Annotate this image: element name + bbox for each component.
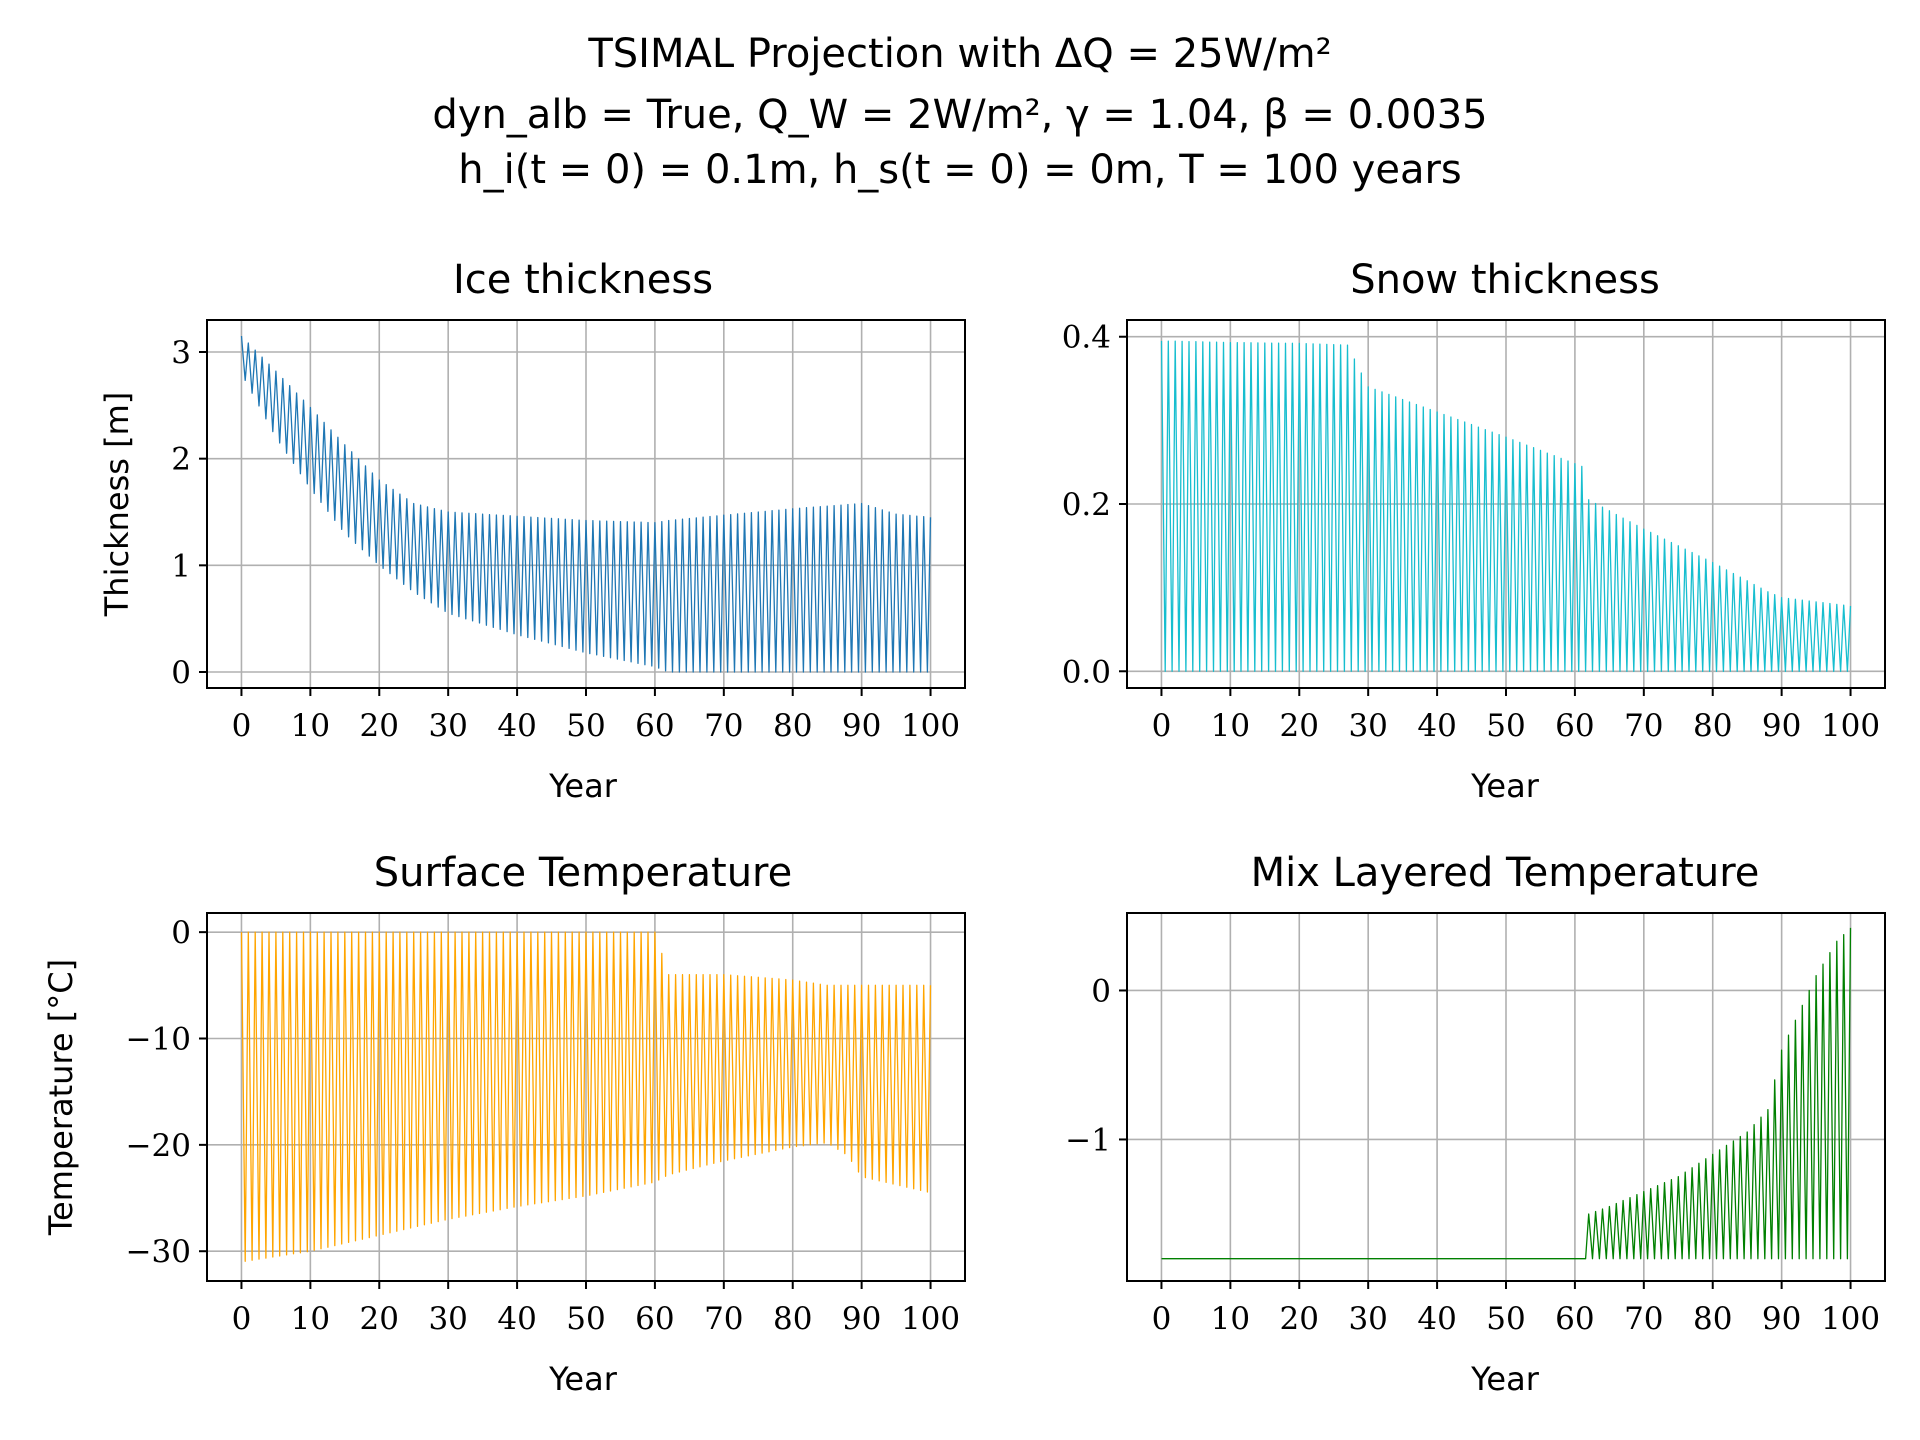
x-tick-label: 90 [1762, 1301, 1801, 1337]
x-tick-label: 10 [291, 708, 330, 744]
panel-title: Snow thickness [1350, 257, 1660, 303]
x-tick-label: 40 [497, 708, 536, 744]
x-tick-label: 70 [704, 1301, 743, 1337]
y-tick-label: −10 [126, 1022, 191, 1058]
x-tick-label: 30 [428, 708, 467, 744]
tick-labels: 0 10 20 30 40 50 60 70 80 90 100 0.0 0.2 0.4 [1062, 320, 1880, 744]
y-axis-label: Temperature [°C] [42, 959, 80, 1236]
x-tick-label: 20 [1280, 708, 1319, 744]
x-tick-label: 50 [1486, 708, 1525, 744]
x-tick-label: 70 [704, 708, 743, 744]
y-tick-label: 1 [171, 548, 191, 584]
x-tick-label: 50 [566, 708, 605, 744]
x-tick-label: 20 [360, 708, 399, 744]
y-tick-label: −30 [126, 1234, 191, 1270]
y-axis-label: Thickness [m] [98, 392, 136, 617]
figure-title-line-3: h_i(t = 0) = 0.1m, h_s(t = 0) = 0m, T = … [458, 147, 1462, 193]
panel-mix-layered-temperature: Mix Layered Temperature 0 10 20 30 40 50 60 70 8… [1065, 850, 1886, 1398]
panel-snow-thickness: Snow thickness 0 10 20 30 40 50 60 70 80 90 100 0.0… [1062, 257, 1886, 805]
y-tick-label: 0 [171, 655, 191, 691]
y-tick-label: 3 [171, 335, 191, 371]
x-tick-label: 90 [842, 1301, 881, 1337]
x-tick-label: 80 [1693, 1301, 1732, 1337]
panel-title: Ice thickness [453, 257, 713, 303]
x-tick-label: 40 [1417, 708, 1456, 744]
panel-title: Mix Layered Temperature [1251, 850, 1760, 896]
figure-title-line-1: TSIMAL Projection with ΔQ = 25W/m² [587, 31, 1331, 77]
x-tick-label: 0 [1152, 1301, 1172, 1337]
x-tick-label: 60 [1555, 1301, 1594, 1337]
x-tick-label: 100 [901, 708, 960, 744]
x-tick-label: 90 [1762, 708, 1801, 744]
x-tick-label: 0 [232, 708, 252, 744]
y-tick-label: 0.2 [1062, 487, 1111, 523]
x-tick-label: 50 [566, 1301, 605, 1337]
y-tick-label: 0.4 [1062, 320, 1111, 356]
y-tick-label: 0.0 [1062, 654, 1111, 690]
x-tick-label: 0 [1152, 708, 1172, 744]
snow-thickness-series-line [1160, 340, 1852, 672]
x-tick-label: 100 [1821, 1301, 1880, 1337]
panel-ice-thickness: Ice thickness 0 10 20 30 40 50 60 70 80 90 100 0 1 2 3… [98, 257, 966, 805]
x-tick-label: 10 [291, 1301, 330, 1337]
mix-layered-temperature-series-line [1161, 927, 1852, 1260]
x-tick-label: 10 [1211, 1301, 1250, 1337]
x-axis-label: Year [548, 1360, 618, 1398]
panel-title: Surface Temperature [374, 850, 792, 896]
x-tick-label: 20 [1280, 1301, 1319, 1337]
x-axis-label: Year [1470, 767, 1540, 805]
x-tick-label: 90 [842, 708, 881, 744]
surface-temperature-series-line [240, 931, 932, 1262]
x-tick-label: 60 [1555, 708, 1594, 744]
x-tick-label: 40 [1417, 1301, 1456, 1337]
x-tick-label: 70 [1624, 708, 1663, 744]
x-tick-label: 30 [428, 1301, 467, 1337]
y-tick-label: 0 [171, 915, 191, 951]
x-tick-label: 80 [773, 708, 812, 744]
grid-lines [1127, 913, 1885, 1281]
x-tick-label: 0 [232, 1301, 252, 1337]
y-tick-label: 2 [171, 442, 191, 478]
x-tick-label: 30 [1348, 708, 1387, 744]
ice-thickness-series-line [240, 335, 932, 673]
tick-labels: 0 10 20 30 40 50 60 70 80 90 100 −30 −20 −10 0 [126, 915, 961, 1337]
grid-lines [207, 320, 965, 688]
panel-surface-temperature: Surface Temperature 0 10 20 30 40 50 60 70 80 90 1… [42, 850, 966, 1398]
x-tick-label: 30 [1348, 1301, 1387, 1337]
y-tick-label: 0 [1091, 973, 1111, 1009]
x-tick-label: 10 [1211, 708, 1250, 744]
x-tick-label: 20 [360, 1301, 399, 1337]
x-tick-label: 60 [635, 708, 674, 744]
x-tick-label: 40 [497, 1301, 536, 1337]
tick-labels: 0 10 20 30 40 50 60 70 80 90 100 0 1 2 3 [171, 335, 960, 744]
x-tick-label: 80 [1693, 708, 1732, 744]
x-tick-label: 70 [1624, 1301, 1663, 1337]
x-tick-label: 100 [901, 1301, 960, 1337]
y-tick-label: −1 [1065, 1122, 1111, 1158]
tick-labels: 0 10 20 30 40 50 60 70 80 90 100 −1 0 [1065, 973, 1880, 1337]
x-axis-label: Year [1470, 1360, 1540, 1398]
x-tick-label: 50 [1486, 1301, 1525, 1337]
x-axis-label: Year [548, 767, 618, 805]
x-tick-label: 80 [773, 1301, 812, 1337]
x-tick-label: 100 [1821, 708, 1880, 744]
y-tick-label: −20 [126, 1128, 191, 1164]
figure-title-line-2: dyn_alb = True, Q_W = 2W/m², γ = 1.04, β… [432, 92, 1487, 138]
x-tick-label: 60 [635, 1301, 674, 1337]
